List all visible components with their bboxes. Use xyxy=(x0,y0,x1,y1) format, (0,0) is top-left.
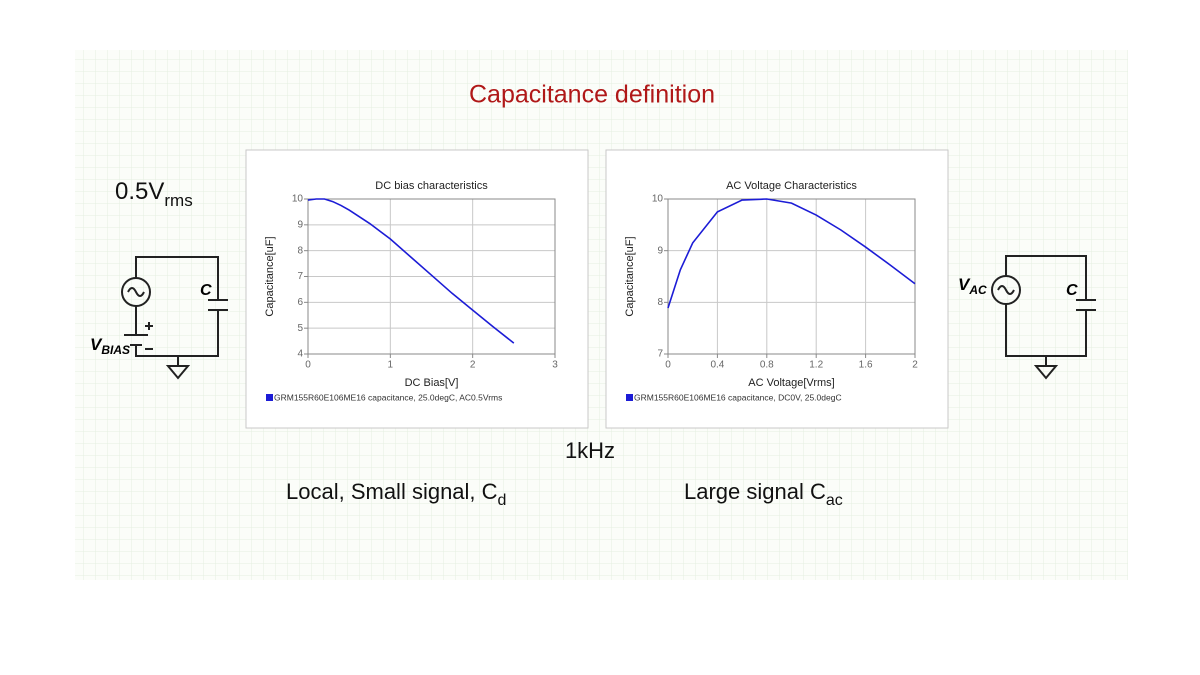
amplitude-main: 0.5V xyxy=(115,178,164,205)
plot-area xyxy=(667,198,916,355)
amplitude-sub: rms xyxy=(164,191,192,210)
y-tick-label: 8 xyxy=(297,245,303,256)
caption-sub: ac xyxy=(826,492,843,509)
source-sub: AC xyxy=(968,283,987,297)
capacitor xyxy=(208,299,228,311)
y-axis-label: Capacitance[uF] xyxy=(264,236,276,316)
ac-symbol xyxy=(997,285,1015,295)
ground xyxy=(1033,365,1059,380)
wire xyxy=(1005,255,1087,366)
chart-title: AC Voltage Characteristics xyxy=(726,180,857,192)
x-tick-label: 2 xyxy=(912,360,918,371)
ac-source xyxy=(121,277,151,307)
slide-background xyxy=(75,50,1128,580)
amplitude: 0.5Vrms xyxy=(115,178,193,210)
y-tick-label: 6 xyxy=(297,297,303,308)
ground xyxy=(165,365,191,380)
x-axis-label: DC Bias[V] xyxy=(405,377,459,389)
y-tick-label: 10 xyxy=(652,194,664,205)
y-tick-label: 10 xyxy=(292,194,304,205)
y-axis-label: Capacitance[uF] xyxy=(624,236,636,316)
capacitor-label: C xyxy=(200,282,212,299)
y-tick-label: 4 xyxy=(297,349,303,360)
wire xyxy=(135,256,219,366)
capacitor xyxy=(1076,299,1096,311)
legend-label: GRM155R60E106ME16 capacitance, DC0V, 25.… xyxy=(634,392,842,402)
y-tick-label: 9 xyxy=(297,219,303,230)
battery xyxy=(124,322,153,350)
caption-sub: d xyxy=(498,492,507,509)
legend-swatch xyxy=(626,394,633,401)
source-label: VBIAS xyxy=(90,335,130,357)
legend-swatch xyxy=(266,394,273,401)
y-tick-label: 5 xyxy=(297,323,303,334)
data-line xyxy=(667,198,916,309)
source-label: VAC xyxy=(958,275,987,297)
left-caption: Local, Small signal, Cd xyxy=(286,479,506,509)
right-circuit: C VAC xyxy=(958,255,1096,380)
y-tick-label: 7 xyxy=(657,349,663,360)
legend-label: GRM155R60E106ME16 capacitance, 25.0degC,… xyxy=(274,392,502,402)
left-circuit: C VBIAS xyxy=(90,256,228,380)
x-tick-label: 1.6 xyxy=(859,360,873,371)
x-tick-label: 0.4 xyxy=(710,360,724,371)
x-tick-label: 0.8 xyxy=(760,360,774,371)
plot-frame xyxy=(307,198,556,355)
source-main: V xyxy=(90,335,103,354)
data-line xyxy=(307,198,515,344)
x-axis-label: AC Voltage[Vrms] xyxy=(748,377,834,389)
y-tick-label: 8 xyxy=(657,297,663,308)
ac-source xyxy=(991,275,1021,305)
x-tick-label: 3 xyxy=(552,360,558,371)
x-tick-label: 1.2 xyxy=(809,360,823,371)
x-tick-label: 2 xyxy=(470,360,476,371)
right-caption: Large signal Cac xyxy=(684,479,843,509)
capacitor-label: C xyxy=(1066,282,1078,299)
caption-main: Local, Small signal, C xyxy=(286,479,498,504)
caption-main: Large signal C xyxy=(684,479,826,504)
chart-title: DC bias characteristics xyxy=(375,180,488,192)
source-sub: BIAS xyxy=(101,343,130,357)
x-tick-label: 1 xyxy=(388,360,394,371)
frequency: 1kHz xyxy=(565,438,615,463)
y-tick-label: 9 xyxy=(657,245,663,256)
plot-frame xyxy=(667,198,916,355)
x-tick-label: 0 xyxy=(665,360,671,371)
x-tick-label: 0 xyxy=(305,360,311,371)
y-tick-label: 7 xyxy=(297,271,303,282)
slide-title: Capacitance definition xyxy=(469,81,715,109)
source-main: V xyxy=(958,275,971,294)
ac-symbol xyxy=(127,287,145,297)
